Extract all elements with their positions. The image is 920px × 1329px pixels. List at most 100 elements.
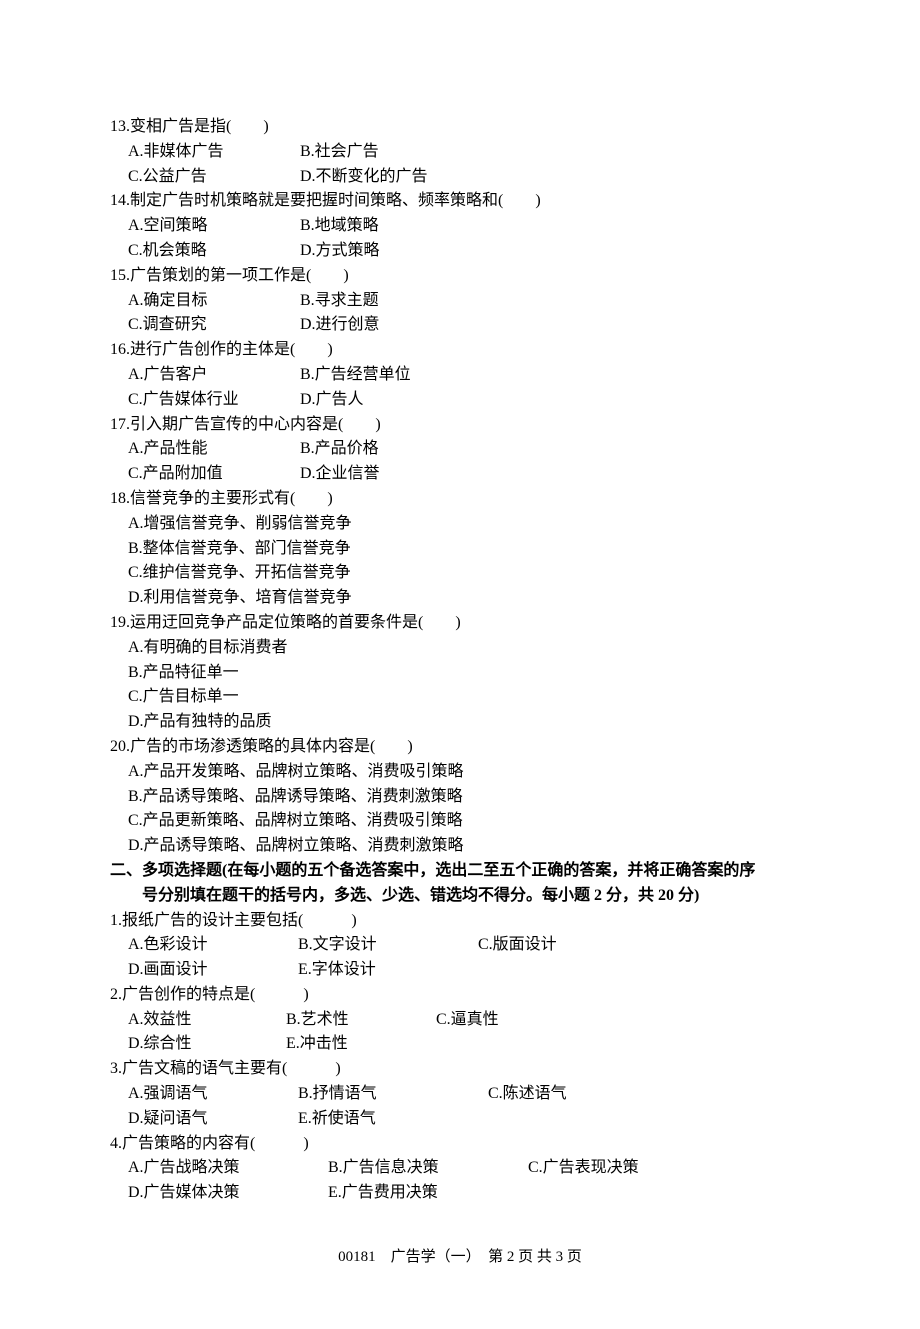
option-row: A.强调语气B.抒情语气C.陈述语气	[128, 1082, 810, 1107]
option: A.强调语气	[128, 1082, 298, 1107]
option: D.产品有独特的品质	[128, 710, 272, 735]
option-row: A.产品开发策略、品牌树立策略、消费吸引策略	[128, 760, 810, 785]
question-s1-13: 13.变相广告是指( )A.非媒体广告B.社会广告C.公益广告D.不断变化的广告	[110, 115, 810, 189]
option: C.广告目标单一	[128, 685, 239, 710]
option-row: D.综合性E.冲击性	[128, 1032, 810, 1057]
option: A.广告战略决策	[128, 1156, 328, 1181]
question-stem: 13.变相广告是指( )	[110, 115, 810, 140]
option: D.方式策略	[300, 239, 500, 264]
option: B.社会广告	[300, 140, 500, 165]
question-stem: 3.广告文稿的语气主要有( )	[110, 1057, 810, 1082]
option: C.陈述语气	[488, 1082, 648, 1107]
option: E.字体设计	[298, 958, 478, 983]
question-stem: 18.信誉竞争的主要形式有( )	[110, 487, 810, 512]
question-s1-18: 18.信誉竞争的主要形式有( )A.增强信誉竞争、削弱信誉竞争B.整体信誉竞争、…	[110, 487, 810, 611]
question-options: A.广告客户B.广告经营单位C.广告媒体行业D.广告人	[110, 363, 810, 413]
option: B.整体信誉竞争、部门信誉竞争	[128, 537, 351, 562]
option: A.产品性能	[128, 437, 300, 462]
question-s1-20: 20.广告的市场渗透策略的具体内容是( )A.产品开发策略、品牌树立策略、消费吸…	[110, 735, 810, 859]
question-options: A.产品开发策略、品牌树立策略、消费吸引策略B.产品诱导策略、品牌诱导策略、消费…	[110, 760, 810, 859]
option-row: A.非媒体广告B.社会广告	[128, 140, 810, 165]
option-row: C.产品附加值D.企业信誉	[128, 462, 810, 487]
question-stem: 2.广告创作的特点是( )	[110, 983, 810, 1008]
question-options: A.非媒体广告B.社会广告C.公益广告D.不断变化的广告	[110, 140, 810, 190]
option: B.寻求主题	[300, 289, 500, 314]
question-s1-19: 19.运用迂回竞争产品定位策略的首要条件是( )A.有明确的目标消费者B.产品特…	[110, 611, 810, 735]
option-row: A.空间策略B.地域策略	[128, 214, 810, 239]
option: A.效益性	[128, 1008, 286, 1033]
option-row: D.疑问语气E.祈使语气	[128, 1107, 810, 1132]
option: B.广告经营单位	[300, 363, 500, 388]
question-s1-14: 14.制定广告时机策略就是要把握时间策略、频率策略和( )A.空间策略B.地域策…	[110, 189, 810, 263]
question-stem: 20.广告的市场渗透策略的具体内容是( )	[110, 735, 810, 760]
option: D.画面设计	[128, 958, 298, 983]
option-row: D.产品诱导策略、品牌树立策略、消费刺激策略	[128, 834, 810, 859]
option: A.增强信誉竞争、削弱信誉竞争	[128, 512, 352, 537]
question-options: A.有明确的目标消费者B.产品特征单一C.广告目标单一D.产品有独特的品质	[110, 636, 810, 735]
option-row: A.效益性B.艺术性C.逼真性	[128, 1008, 810, 1033]
option-row: D.产品有独特的品质	[128, 710, 810, 735]
option: D.广告媒体决策	[128, 1181, 328, 1206]
option: A.色彩设计	[128, 933, 298, 958]
option: B.产品价格	[300, 437, 500, 462]
option: B.广告信息决策	[328, 1156, 528, 1181]
option: C.机会策略	[128, 239, 300, 264]
option-row: B.产品诱导策略、品牌诱导策略、消费刺激策略	[128, 785, 810, 810]
option: D.疑问语气	[128, 1107, 298, 1132]
option: B.艺术性	[286, 1008, 436, 1033]
question-s2-4: 4.广告策略的内容有( )A.广告战略决策B.广告信息决策C.广告表现决策D.广…	[110, 1132, 810, 1206]
question-options: A.增强信誉竞争、削弱信誉竞争B.整体信誉竞争、部门信誉竞争C.维护信誉竞争、开…	[110, 512, 810, 611]
option-row: C.机会策略D.方式策略	[128, 239, 810, 264]
option-row: B.产品特征单一	[128, 661, 810, 686]
question-options: A.确定目标B.寻求主题C.调查研究D.进行创意	[110, 289, 810, 339]
section2-heading-line2: 号分别填在题干的括号内，多选、少选、错选均不得分。每小题 2 分，共 20 分)	[110, 884, 810, 909]
question-stem: 14.制定广告时机策略就是要把握时间策略、频率策略和( )	[110, 189, 810, 214]
question-options: A.色彩设计B.文字设计C.版面设计D.画面设计E.字体设计	[110, 933, 810, 983]
option-row: A.广告战略决策B.广告信息决策C.广告表现决策	[128, 1156, 810, 1181]
section1-questions: 13.变相广告是指( )A.非媒体广告B.社会广告C.公益广告D.不断变化的广告…	[110, 115, 810, 859]
page-footer: 00181 广告学（一） 第 2 页 共 3 页	[110, 1246, 810, 1269]
option: E.冲击性	[286, 1032, 436, 1057]
option: A.空间策略	[128, 214, 300, 239]
option: D.利用信誉竞争、培育信誉竞争	[128, 586, 352, 611]
option-row: D.广告媒体决策E.广告费用决策	[128, 1181, 810, 1206]
option: C.逼真性	[436, 1008, 596, 1033]
option: D.综合性	[128, 1032, 286, 1057]
option-row: C.广告目标单一	[128, 685, 810, 710]
option: C.公益广告	[128, 165, 300, 190]
question-s2-1: 1.报纸广告的设计主要包括( )A.色彩设计B.文字设计C.版面设计D.画面设计…	[110, 909, 810, 983]
option: C.版面设计	[478, 933, 638, 958]
option-row: C.公益广告D.不断变化的广告	[128, 165, 810, 190]
option-row: D.利用信誉竞争、培育信誉竞争	[128, 586, 810, 611]
option: A.产品开发策略、品牌树立策略、消费吸引策略	[128, 760, 464, 785]
option: A.有明确的目标消费者	[128, 636, 288, 661]
option: D.广告人	[300, 388, 500, 413]
option: B.产品特征单一	[128, 661, 239, 686]
question-s2-3: 3.广告文稿的语气主要有( )A.强调语气B.抒情语气C.陈述语气D.疑问语气E…	[110, 1057, 810, 1131]
question-s1-17: 17.引入期广告宣传的中心内容是( )A.产品性能B.产品价格C.产品附加值D.…	[110, 413, 810, 487]
question-stem: 16.进行广告创作的主体是( )	[110, 338, 810, 363]
option: B.地域策略	[300, 214, 500, 239]
section2-heading-line1: 二、多项选择题(在每小题的五个备选答案中，选出二至五个正确的答案，并将正确答案的…	[110, 859, 810, 884]
option-row: A.色彩设计B.文字设计C.版面设计	[128, 933, 810, 958]
option-row: A.产品性能B.产品价格	[128, 437, 810, 462]
question-options: A.产品性能B.产品价格C.产品附加值D.企业信誉	[110, 437, 810, 487]
option: B.抒情语气	[298, 1082, 488, 1107]
option: C.产品更新策略、品牌树立策略、消费吸引策略	[128, 809, 463, 834]
option-row: D.画面设计E.字体设计	[128, 958, 810, 983]
option: D.进行创意	[300, 313, 500, 338]
option-row: A.广告客户B.广告经营单位	[128, 363, 810, 388]
option-row: A.增强信誉竞争、削弱信誉竞争	[128, 512, 810, 537]
question-options: A.广告战略决策B.广告信息决策C.广告表现决策D.广告媒体决策E.广告费用决策	[110, 1156, 810, 1206]
question-s2-2: 2.广告创作的特点是( )A.效益性B.艺术性C.逼真性D.综合性E.冲击性	[110, 983, 810, 1057]
option: C.维护信誉竞争、开拓信誉竞争	[128, 561, 351, 586]
option: D.企业信誉	[300, 462, 500, 487]
question-options: A.强调语气B.抒情语气C.陈述语气D.疑问语气E.祈使语气	[110, 1082, 810, 1132]
option-row: B.整体信誉竞争、部门信誉竞争	[128, 537, 810, 562]
option: C.广告表现决策	[528, 1156, 688, 1181]
option: D.不断变化的广告	[300, 165, 500, 190]
question-stem: 15.广告策划的第一项工作是( )	[110, 264, 810, 289]
option-row: C.维护信誉竞争、开拓信誉竞争	[128, 561, 810, 586]
question-stem: 4.广告策略的内容有( )	[110, 1132, 810, 1157]
section2-questions: 1.报纸广告的设计主要包括( )A.色彩设计B.文字设计C.版面设计D.画面设计…	[110, 909, 810, 1207]
